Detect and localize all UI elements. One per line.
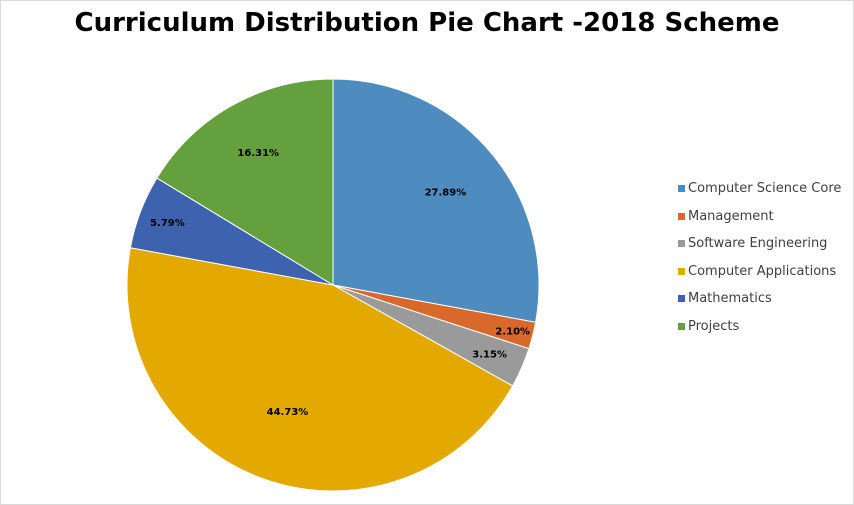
legend-label: Mathematics — [688, 291, 772, 307]
chart-title: Curriculum Distribution Pie Chart -2018 … — [74, 8, 780, 38]
pie-slice-computer-applications — [126, 247, 514, 492]
legend-label: Projects — [688, 318, 740, 334]
legend-item-computer-science-core: Computer Science Core — [678, 175, 841, 203]
data-label-management: 2.10% — [495, 327, 530, 338]
legend-item-software-engineering: Software Engineering — [678, 230, 841, 258]
legend-swatch — [678, 212, 685, 220]
legend-item-management: Management — [678, 203, 841, 231]
pie-slice-computer-science-core — [332, 78, 540, 323]
data-label-projects: 16.31% — [237, 148, 279, 159]
legend-label: Computer Science Core — [688, 181, 842, 197]
legend-label: Software Engineering — [688, 236, 828, 252]
legend-item-computer-applications: Computer Applications — [678, 258, 841, 286]
legend-swatch — [678, 322, 685, 330]
legend-swatch — [678, 267, 685, 275]
legend-item-mathematics: Mathematics — [678, 285, 841, 313]
data-label-mathematics: 5.79% — [150, 218, 185, 229]
pie-slice-projects — [156, 78, 334, 286]
legend: Computer Science Core Management Software … — [678, 175, 841, 340]
data-label-software-engineering: 3.15% — [472, 350, 507, 361]
legend-swatch — [678, 240, 685, 248]
legend-swatch — [678, 185, 685, 193]
legend-label: Computer Applications — [688, 263, 837, 279]
data-label-computer-science-core: 27.89% — [425, 187, 467, 198]
legend-item-projects: Projects — [678, 313, 841, 341]
legend-label: Management — [688, 208, 774, 224]
data-label-computer-applications: 44.73% — [267, 407, 309, 418]
legend-swatch — [678, 295, 685, 303]
